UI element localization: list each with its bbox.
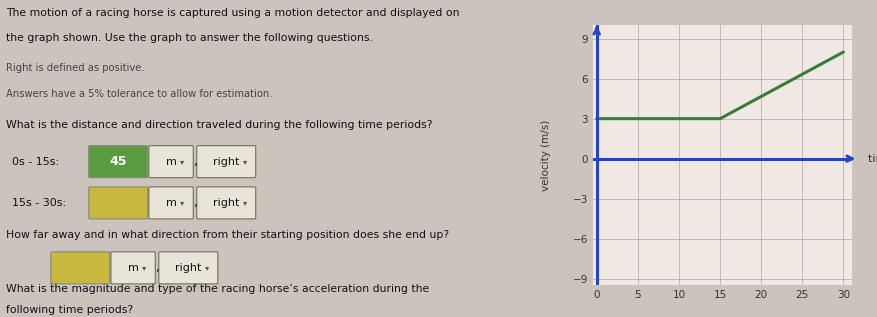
FancyBboxPatch shape [196,187,255,219]
Text: ,: , [194,196,198,210]
Text: 15s - 30s:: 15s - 30s: [11,198,66,208]
Text: Answers have a 5% tolerance to allow for estimation.: Answers have a 5% tolerance to allow for… [6,89,272,99]
Text: the graph shown. Use the graph to answer the following questions.: the graph shown. Use the graph to answer… [6,33,373,43]
Text: Right is defined as positive.: Right is defined as positive. [6,63,145,74]
Text: time (s): time (s) [867,154,877,164]
Text: m: m [127,263,139,273]
Text: What is the magnitude and type of the racing horse’s acceleration during the: What is the magnitude and type of the ra… [6,284,429,294]
Text: What is the distance and direction traveled during the following time periods?: What is the distance and direction trave… [6,120,431,131]
Text: velocity (m/s): velocity (m/s) [540,120,551,191]
FancyBboxPatch shape [111,252,155,284]
Text: ,: , [156,261,160,275]
Text: ▾: ▾ [242,198,246,207]
FancyBboxPatch shape [149,187,193,219]
Text: 0s - 15s:: 0s - 15s: [11,157,59,167]
Text: ▾: ▾ [180,157,184,166]
Text: right: right [175,263,201,273]
FancyBboxPatch shape [159,252,217,284]
FancyBboxPatch shape [51,252,110,284]
Text: following time periods?: following time periods? [6,305,132,315]
FancyBboxPatch shape [89,146,147,178]
FancyBboxPatch shape [196,146,255,178]
Text: right: right [213,198,239,208]
Text: ▾: ▾ [180,198,184,207]
Text: ▾: ▾ [242,157,246,166]
Text: 45: 45 [110,155,127,168]
Text: ▾: ▾ [204,263,209,272]
FancyBboxPatch shape [89,187,147,219]
Text: How far away and in what direction from their starting position does she end up?: How far away and in what direction from … [6,230,448,240]
Text: m: m [166,198,176,208]
Text: ▾: ▾ [142,263,146,272]
Text: The motion of a racing horse is captured using a motion detector and displayed o: The motion of a racing horse is captured… [6,8,459,18]
Text: right: right [213,157,239,167]
Text: ,: , [194,155,198,168]
FancyBboxPatch shape [149,146,193,178]
Text: m: m [166,157,176,167]
